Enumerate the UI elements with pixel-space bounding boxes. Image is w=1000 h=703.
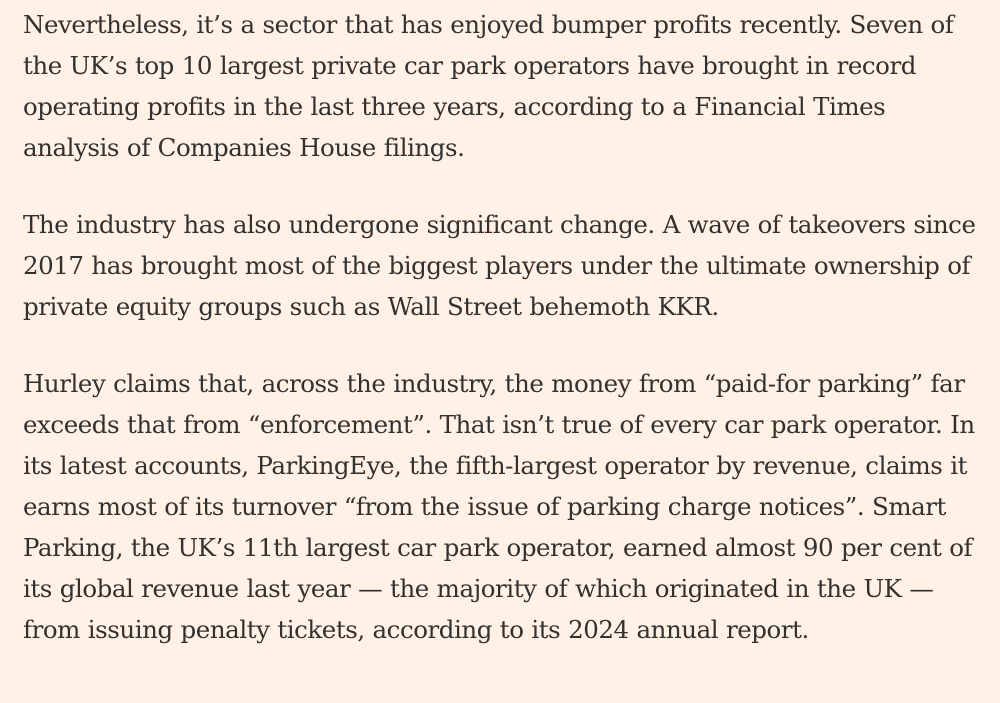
article-paragraph-3: Hurley claims that, across the industry,… bbox=[23, 369, 975, 644]
article-paragraph-1: Nevertheless, it’s a sector that has enj… bbox=[23, 10, 954, 162]
article-paragraph-2: The industry has also undergone signific… bbox=[23, 210, 976, 321]
